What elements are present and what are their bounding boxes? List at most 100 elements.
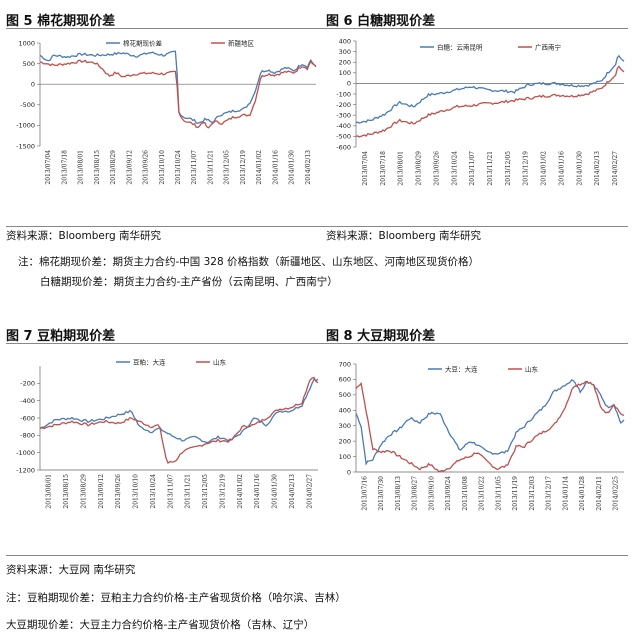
x-tick-label: 2014/01/30 (289, 150, 296, 185)
x-tick-label: 2013/10/22 (479, 476, 486, 511)
x-tick-label: 2014/01/16 (254, 474, 261, 509)
x-tick-label: 2013/08/27 (412, 476, 419, 511)
note-sugar: 白糖期现价差：期货主力合约-主产省份（云南昆明、广西南宁） (40, 276, 338, 288)
x-tick-label: 2013/07/04 (362, 151, 369, 186)
y-tick-label: -1000 (16, 122, 35, 130)
x-tick-label: 2013/08/01 (78, 150, 85, 185)
y-tick-label: -600 (336, 143, 351, 151)
y-tick-label: -400 (20, 397, 35, 405)
x-tick-label: 2013/09/26 (143, 150, 150, 185)
y-tick-label: 500 (23, 60, 35, 68)
y-tick-label: -500 (20, 101, 35, 109)
y-tick-label: -800 (20, 432, 35, 440)
y-tick-label: 200 (339, 437, 351, 445)
x-tick-label: 2014/02/13 (594, 151, 601, 186)
legend-label: 大豆：大连 (445, 364, 478, 373)
y-tick-label: 600 (339, 376, 351, 384)
x-tick-label: 2013/08/01 (46, 474, 53, 509)
y-tick-label: 500 (339, 391, 351, 399)
legend-label: 山东 (213, 357, 227, 366)
figure-8-title: 图 8 大豆期现价差 (326, 329, 436, 344)
x-tick-label: 2013/08/01 (398, 151, 405, 186)
y-tick-label: -200 (20, 380, 35, 388)
y-tick-label: 0 (347, 468, 351, 476)
series-line (355, 54, 625, 124)
x-tick-label: 2013/12/05 (224, 150, 231, 185)
series-line (39, 376, 319, 465)
soymeal-spread-chart: -200 -400 -600 -800 -1000 -1200 2013/08/01 2013… (16, 357, 319, 509)
x-tick-label: 2013/08/29 (416, 151, 423, 186)
x-tick-label: 2013/12/05 (202, 474, 209, 509)
legend-label: 山东 (525, 364, 539, 373)
x-tick-label: 2014/01/02 (256, 150, 263, 185)
x-tick-label: 2014/01/16 (272, 150, 279, 185)
x-tick-label: 2013/08/15 (63, 474, 70, 509)
x-tick-label: 2013/07/30 (378, 476, 385, 511)
x-tick-label: 2014/01/28 (579, 476, 586, 511)
y-tick-label: 300 (339, 422, 351, 430)
y-tick-label: -200 (336, 101, 351, 109)
x-tick-label: 2014/01/30 (272, 474, 279, 509)
x-tick-label: 2013/12/17 (546, 476, 553, 511)
series-line (39, 59, 317, 129)
x-tick-label: 2013/10/10 (159, 150, 166, 185)
x-tick-label: 2014/02/13 (289, 474, 296, 509)
x-tick-label: 2013/09/26 (433, 151, 440, 186)
x-tick-label: 2013/10/08 (462, 476, 469, 511)
x-tick-label: 2013/11/05 (495, 476, 502, 511)
y-tick-label: -1000 (16, 449, 35, 457)
x-tick-label: 2013/11/07 (167, 474, 174, 509)
x-tick-label: 2014/02/13 (305, 150, 312, 185)
y-tick-label: -600 (20, 414, 35, 422)
figure-6-title: 图 6 白糖期现价差 (326, 14, 436, 29)
title-divider (6, 28, 628, 29)
y-tick-label: 0 (31, 81, 35, 89)
y-tick-label: -300 (336, 112, 351, 120)
x-tick-label: 2013/07/18 (61, 150, 68, 185)
x-tick-label: 2013/11/21 (185, 474, 192, 509)
x-tick-label: 2013/12/19 (523, 151, 530, 186)
x-tick-label: 2013/09/10 (428, 476, 435, 511)
legend-label: 新疆地区 (228, 38, 255, 47)
legend-label: 广西南宁 (535, 42, 562, 51)
x-tick-label: 2013/09/12 (98, 474, 105, 509)
y-tick-label: 200 (339, 59, 351, 67)
note-soymeal: 注：豆粕期现价差：豆粕主力合约价格-主产省现货价格（哈尔滨、吉林） (6, 592, 346, 604)
x-tick-label: 2014/01/30 (576, 151, 583, 186)
x-tick-label: 2013/12/03 (529, 476, 536, 511)
source-top-right: 资料来源：Bloomberg 南华研究 (326, 230, 481, 242)
x-tick-label: 2013/11/21 (487, 151, 494, 186)
figure-5-title: 图 5 棉花期现价差 (6, 14, 116, 29)
source-divider-2 (6, 555, 628, 556)
x-tick-label: 2013/09/12 (126, 150, 133, 185)
source-top-left: 资料来源：Bloomberg 南华研究 (6, 230, 161, 242)
x-tick-label: 2014/01/16 (558, 151, 565, 186)
soybean-spread-chart: 700 600 500 400 300 200 100 0 2013/07/16 2013/07/… (339, 360, 625, 511)
x-tick-label: 2013/07/16 (361, 476, 368, 511)
x-tick-label: 2013/08/15 (94, 150, 101, 185)
cotton-spread-chart: 1000 500 0 -500 -1000 -1500 2013/07/04 2013/07/… (16, 38, 317, 185)
source-bottom: 资料来源：大豆网 南华研究 (6, 564, 136, 576)
x-tick-label: 2014/01/14 (562, 476, 569, 511)
note-soybean: 大豆期现价差：大豆主力合约价格-主产省现货价格（吉林、辽宁） (6, 619, 315, 631)
figure-7-title: 图 7 豆粕期现价差 (6, 329, 116, 344)
x-tick-label: 2013/11/07 (191, 150, 198, 185)
x-tick-label: 2014/01/02 (541, 151, 548, 186)
x-tick-label: 2013/08/29 (110, 150, 117, 185)
x-tick-label: 2014/01/02 (237, 474, 244, 509)
x-tick-label: 2013/10/24 (150, 474, 157, 509)
y-tick-label: 400 (339, 407, 351, 415)
x-tick-label: 2013/07/18 (380, 151, 387, 186)
x-tick-label: 2013/10/24 (175, 150, 182, 185)
legend-label: 白糖：云南昆明 (437, 42, 483, 51)
series-line (355, 380, 625, 473)
x-tick-label: 2013/11/07 (469, 151, 476, 186)
x-tick-label: 2014/02/27 (612, 151, 619, 186)
x-tick-label: 2014/02/11 (596, 476, 603, 511)
y-tick-label: -100 (336, 90, 351, 98)
y-tick-label: -1200 (16, 466, 35, 474)
source-divider (6, 226, 628, 227)
y-tick-label: -400 (336, 122, 351, 130)
x-tick-label: 2013/11/19 (512, 476, 519, 511)
x-tick-label: 2013/10/24 (451, 151, 458, 186)
